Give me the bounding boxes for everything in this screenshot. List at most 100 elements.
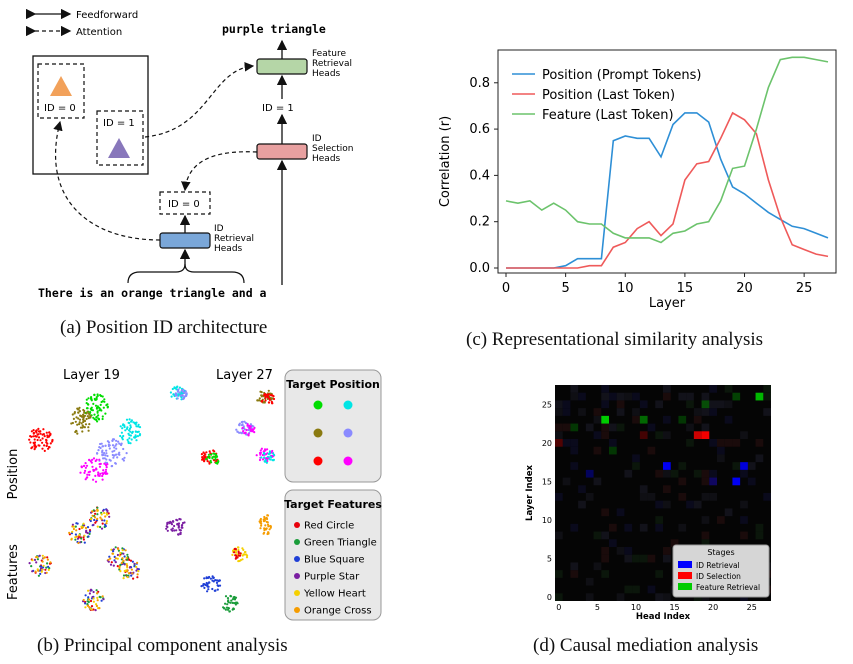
pca-point: [128, 418, 131, 421]
pca-point: [101, 522, 104, 525]
pca-point: [241, 420, 244, 423]
attn-arrow-retrieval-to-id0: [53, 120, 161, 241]
legend-feature-label-1: Green Triangle: [304, 538, 377, 549]
pca-point: [33, 444, 36, 447]
pca-point: [37, 436, 41, 439]
pca-point: [103, 519, 106, 522]
pca-point: [71, 525, 74, 528]
pca-point: [86, 410, 89, 413]
pca-point: [90, 605, 94, 608]
pca-point: [242, 548, 245, 551]
pca-point: [97, 417, 100, 420]
pca-point: [40, 570, 43, 573]
pca-point: [126, 553, 129, 556]
pca-point: [173, 524, 176, 528]
pca-point: [208, 581, 211, 584]
pca-point: [126, 438, 129, 441]
pca-point: [95, 406, 98, 410]
heatmap-cell: [647, 554, 656, 563]
pca-point: [266, 396, 269, 399]
heatmap-cell: [701, 408, 710, 416]
pca-point: [42, 557, 45, 560]
pca-point: [87, 596, 90, 599]
heatmap-cell: [578, 500, 586, 509]
pca-point: [216, 461, 220, 464]
pca-point: [203, 456, 206, 460]
pca-point: [101, 472, 104, 475]
pca-point: [118, 442, 121, 445]
heatmap-cell: [663, 500, 671, 509]
pca-point: [260, 400, 263, 403]
pca-point: [96, 517, 99, 520]
heatmap-cell: [678, 493, 687, 501]
pca-point: [43, 435, 46, 438]
pca-point: [79, 426, 83, 429]
pca-point: [239, 552, 242, 555]
pca-point: [117, 440, 120, 443]
pca-point: [233, 595, 236, 599]
heatmap-cell: [616, 408, 625, 416]
pca-point: [247, 428, 250, 432]
pca-point: [112, 456, 115, 459]
pca-point: [130, 568, 133, 571]
pca-point: [36, 558, 40, 561]
pca-point: [86, 415, 89, 418]
pca-point: [96, 410, 99, 413]
pca-point: [123, 569, 126, 573]
pca-point: [247, 434, 250, 437]
pca-point: [263, 456, 266, 459]
legend-position-dot-5: [343, 456, 353, 466]
pca-point: [87, 535, 90, 538]
heatmap-cell: [747, 462, 756, 470]
heatmap-cell: [601, 423, 609, 432]
stages-legend-box: [672, 544, 770, 598]
heatmap-cell: [678, 392, 687, 401]
heatmap-cell: [601, 554, 609, 563]
legend-feature-dot-5: [294, 607, 300, 613]
pca-point: [239, 554, 242, 557]
pca-point: [93, 413, 96, 416]
pca-point: [81, 415, 84, 418]
pca-point: [128, 437, 131, 440]
legend-attention-label: Attention: [76, 27, 122, 38]
pca-point: [41, 447, 44, 450]
pca-point: [269, 455, 272, 458]
caption-a: (a) Position ID architecture: [60, 317, 268, 338]
pca-point: [101, 450, 104, 454]
heatmap-cell: [732, 439, 741, 447]
heatmap-cell: [555, 431, 563, 439]
pca-point: [105, 458, 108, 461]
heatmap-cell: [755, 523, 764, 532]
pca-point: [110, 548, 113, 551]
pca-scatter-points: [28, 385, 276, 613]
pca-point: [206, 590, 209, 593]
pca-point: [264, 524, 267, 527]
pca-point: [120, 443, 123, 447]
heatmap-cell: [686, 392, 694, 401]
pca-point: [100, 442, 103, 445]
pca-point: [80, 465, 83, 468]
heatmap-cell: [663, 385, 671, 393]
pca-point: [99, 462, 102, 465]
pca-point: [119, 570, 122, 573]
pca-point: [39, 439, 42, 442]
pca-point: [205, 584, 208, 587]
pca-point: [92, 597, 95, 600]
heatmap-highlight-cell: [609, 446, 617, 455]
heatmap-cell: [655, 400, 663, 409]
pca-point: [102, 598, 105, 601]
heatmap-cell: [647, 446, 656, 455]
pca-point: [46, 434, 49, 437]
pca-point: [81, 430, 84, 433]
pca-point: [101, 445, 104, 448]
pca-point: [133, 565, 136, 568]
pca-point: [122, 577, 125, 580]
heatmap-cell: [616, 400, 625, 409]
pca-point: [103, 451, 106, 455]
heatmap-cell: [609, 539, 617, 547]
pca-point: [137, 570, 140, 573]
pca-point: [102, 406, 105, 409]
pca-point: [93, 418, 96, 421]
pca-point: [49, 561, 52, 564]
pca-point: [80, 422, 83, 425]
